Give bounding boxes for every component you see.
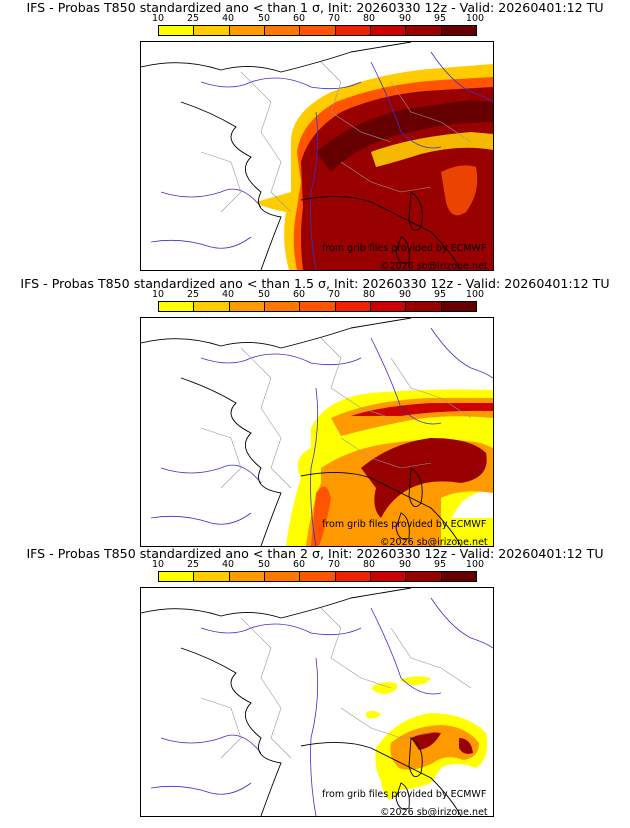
rivers <box>150 597 493 816</box>
cbar-swatch <box>264 302 301 311</box>
cbar-swatch <box>441 572 476 581</box>
cbar-label: 90 <box>398 289 412 300</box>
cbar-label: 60 <box>292 559 306 570</box>
cbar-swatch <box>441 26 476 35</box>
probability-field <box>366 676 488 800</box>
cbar-label: 50 <box>257 13 271 24</box>
cbar-swatch <box>406 26 442 35</box>
cbar-label: 80 <box>362 289 376 300</box>
cbar-swatch <box>370 572 407 581</box>
cbar-label: 100 <box>465 289 485 300</box>
coastline <box>141 42 462 270</box>
rivers <box>150 51 493 270</box>
probability-map: from grib files provided by ECMWF ©2026 … <box>140 317 494 547</box>
cbar-label: 80 <box>362 559 376 570</box>
cbar-swatch <box>229 26 265 35</box>
panel-1-5-sigma: IFS - Probas T850 standardized ano < tha… <box>0 276 630 547</box>
cbar-swatch <box>264 572 301 581</box>
borders <box>200 337 472 489</box>
cbar-label: 40 <box>221 13 235 24</box>
probability-map: from grib files provided by ECMWF ©2026 … <box>140 41 494 271</box>
copyright-credit: ©2026 sb@irizone.net <box>380 261 488 271</box>
copyright-credit: ©2026 sb@irizone.net <box>380 537 488 547</box>
cbar-label: 25 <box>186 289 200 300</box>
cbar-swatch <box>194 572 230 581</box>
cbar-label: 60 <box>292 13 306 24</box>
cbar-swatch <box>229 572 265 581</box>
cbar-swatch <box>370 302 407 311</box>
cbar-label: 25 <box>186 13 200 24</box>
cbar-swatch <box>441 302 476 311</box>
cbar-label: 60 <box>292 289 306 300</box>
colorbar-labels: 10 25 40 50 60 70 80 90 95 100 <box>152 289 484 300</box>
borders <box>200 61 472 213</box>
cbar-swatch <box>335 26 371 35</box>
cbar-swatch <box>300 26 336 35</box>
cbar-swatch <box>194 302 230 311</box>
cbar-label: 100 <box>465 13 485 24</box>
panel-2-sigma: IFS - Probas T850 standardized ano < tha… <box>0 546 630 817</box>
cbar-label: 90 <box>398 13 412 24</box>
coastline <box>141 588 462 816</box>
colorbar-labels: 10 25 40 50 60 70 80 90 95 100 <box>152 13 484 24</box>
colorbar <box>158 301 477 312</box>
cbar-swatch <box>159 26 195 35</box>
cbar-label: 40 <box>221 289 235 300</box>
cbar-swatch <box>335 572 371 581</box>
cbar-label: 95 <box>433 559 447 570</box>
cbar-label: 80 <box>362 13 376 24</box>
cbar-label: 70 <box>327 559 341 570</box>
cbar-label: 70 <box>327 289 341 300</box>
colorbar-labels: 10 25 40 50 60 70 80 90 95 100 <box>152 559 484 570</box>
cbar-swatch <box>229 302 265 311</box>
cbar-label: 95 <box>433 13 447 24</box>
cbar-swatch <box>159 302 195 311</box>
cbar-label: 10 <box>151 559 165 570</box>
cbar-swatch <box>264 26 301 35</box>
cbar-swatch <box>406 302 442 311</box>
source-credit: from grib files provided by ECMWF <box>322 789 487 800</box>
cbar-swatch <box>300 302 336 311</box>
cbar-label: 70 <box>327 13 341 24</box>
cbar-swatch <box>159 572 195 581</box>
panel-1-sigma: IFS - Probas T850 standardized ano < tha… <box>0 0 630 271</box>
cbar-label: 10 <box>151 13 165 24</box>
cbar-label: 50 <box>257 559 271 570</box>
cbar-swatch <box>406 572 442 581</box>
cbar-label: 100 <box>465 559 485 570</box>
rivers <box>150 327 493 546</box>
cbar-label: 90 <box>398 559 412 570</box>
coastline <box>141 318 462 546</box>
probability-field <box>256 64 493 270</box>
colorbar <box>158 25 477 36</box>
cbar-label: 95 <box>433 289 447 300</box>
colorbar <box>158 571 477 582</box>
copyright-credit: ©2026 sb@irizone.net <box>380 807 488 817</box>
panel-title: IFS - Probas T850 standardized ano < tha… <box>20 276 610 291</box>
panel-title: IFS - Probas T850 standardized ano < tha… <box>26 0 604 15</box>
cbar-swatch <box>194 26 230 35</box>
panel-title: IFS - Probas T850 standardized ano < tha… <box>26 546 604 561</box>
cbar-swatch <box>300 572 336 581</box>
probability-map: from grib files provided by ECMWF ©2026 … <box>140 587 494 817</box>
cbar-label: 25 <box>186 559 200 570</box>
cbar-label: 10 <box>151 289 165 300</box>
cbar-label: 40 <box>221 559 235 570</box>
cbar-swatch <box>370 26 407 35</box>
borders <box>200 607 472 759</box>
source-credit: from grib files provided by ECMWF <box>322 243 487 254</box>
source-credit: from grib files provided by ECMWF <box>322 519 487 530</box>
cbar-label: 50 <box>257 289 271 300</box>
cbar-swatch <box>335 302 371 311</box>
